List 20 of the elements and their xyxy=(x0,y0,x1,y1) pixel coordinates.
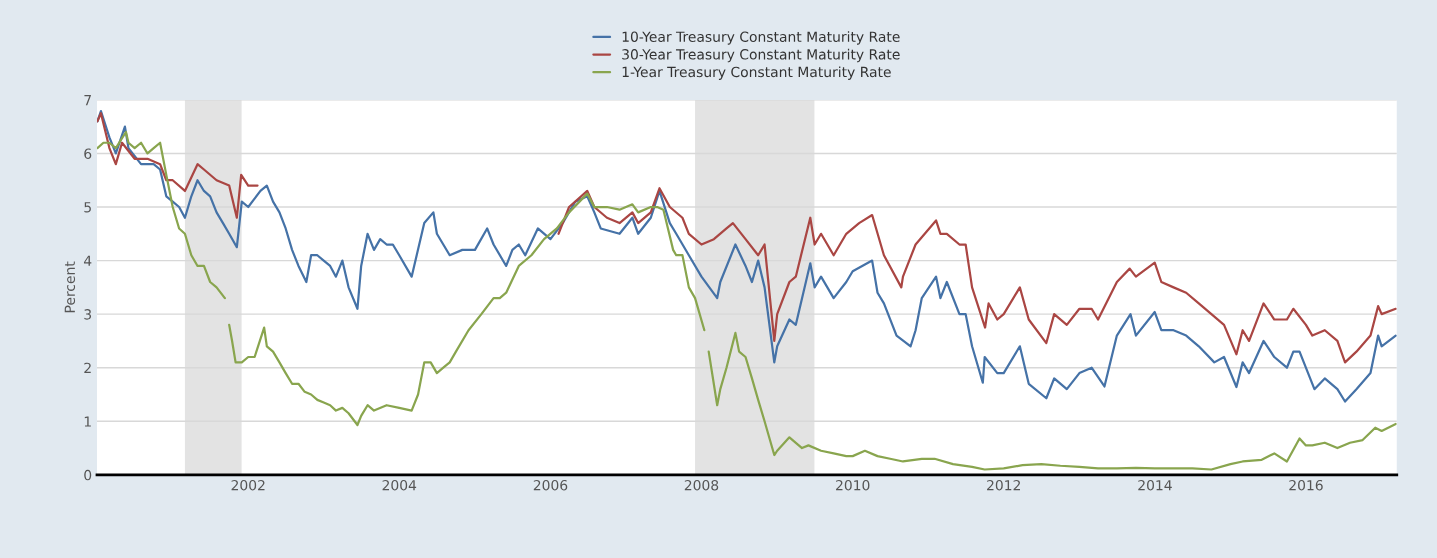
y-tick-label: 0 xyxy=(84,469,92,481)
x-tick-label: 2014 xyxy=(1138,479,1172,491)
x-tick-label: 2004 xyxy=(382,479,417,491)
x-tick-label: 2002 xyxy=(231,479,265,491)
y-tick-label: 7 xyxy=(84,95,91,106)
x-tick-label: 2008 xyxy=(684,479,719,491)
x-tick-label: 2006 xyxy=(533,479,568,491)
y-tick-label: 3 xyxy=(84,309,92,320)
legend-label: 10-Year Treasury Constant Maturity Rate xyxy=(622,31,900,45)
y-tick-label: 6 xyxy=(84,148,92,159)
x-tick-label: 2010 xyxy=(836,479,870,491)
legend-label: 30-Year Treasury Constant Maturity Rate xyxy=(622,48,900,63)
x-tick-label: 2016 xyxy=(1289,479,1323,491)
legend-label: 1-Year Treasury Constant Maturity Rate xyxy=(622,66,891,80)
y-tick-label: 4 xyxy=(83,255,92,266)
y-tick-label: 1 xyxy=(84,416,91,427)
y-tick-label: 5 xyxy=(84,202,91,213)
y-axis-title: Percent xyxy=(64,261,76,313)
x-tick-label: 2012 xyxy=(987,479,1020,491)
y-tick-label: 2 xyxy=(84,362,91,373)
